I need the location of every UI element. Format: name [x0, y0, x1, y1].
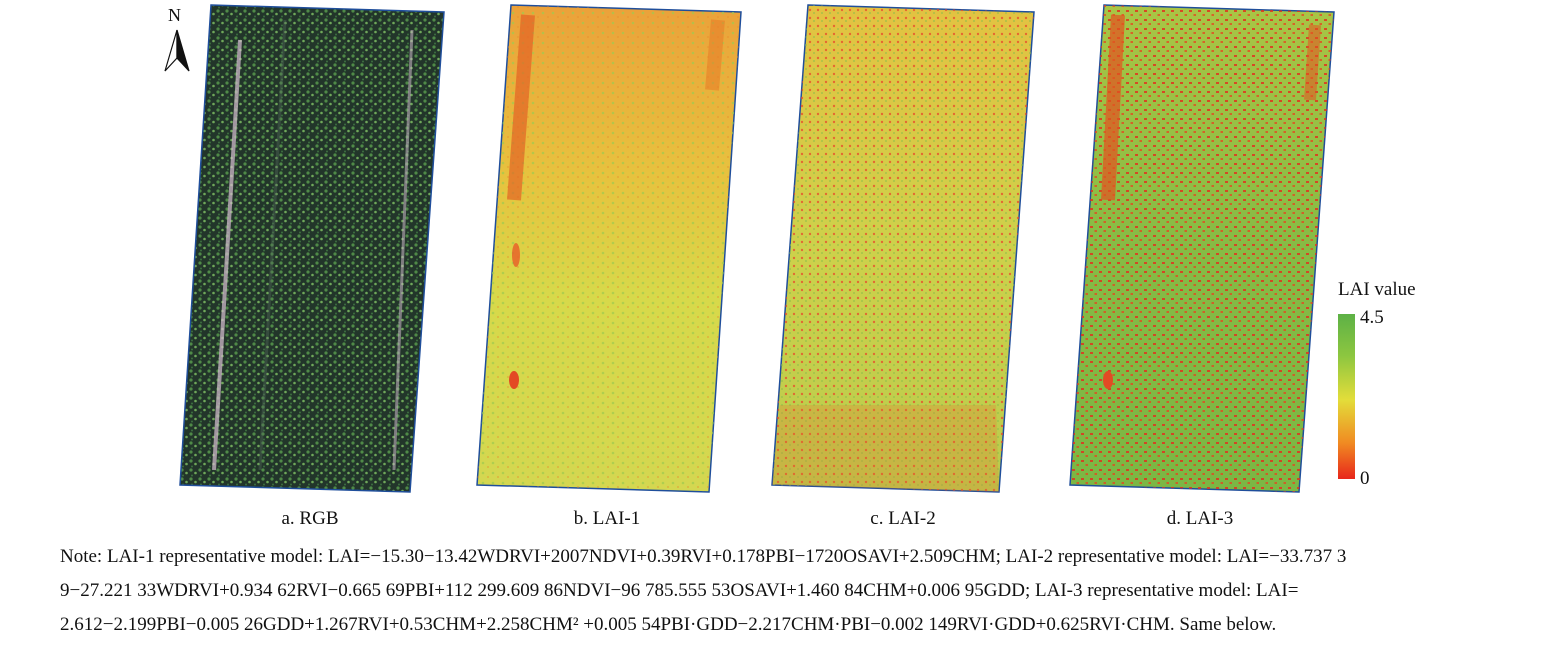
caption-lai2: c. LAI-2 — [870, 508, 936, 529]
north-label: N — [168, 5, 181, 25]
north-arrow-icon — [164, 29, 190, 72]
legend-max-label: 4.5 — [1360, 307, 1384, 328]
map-panels — [164, 4, 1335, 493]
caption-rgb: a. RGB — [281, 508, 339, 529]
panel-lai3-map — [1069, 4, 1335, 493]
figure-note: Note: LAI-1 representative model: LAI=−1… — [60, 540, 1530, 642]
note-line-1: Note: LAI-1 representative model: LAI=−1… — [60, 546, 1347, 567]
panel-rgb-map — [179, 4, 445, 493]
panel-lai2-map — [771, 4, 1035, 493]
note-line-3: 2.612−2.199PBI−0.005 26GDD+1.267RVI+0.53… — [60, 614, 1277, 635]
caption-lai1: b. LAI-1 — [573, 508, 641, 529]
figure: N a. RGB b. LAI-1 c. LAI-2 d. LAI-3 LAI … — [164, 4, 1416, 529]
legend-colorbar — [1338, 314, 1355, 479]
legend-min-label: 0 — [1360, 468, 1370, 489]
note-line-2: 9−27.221 33WDRVI+0.934 62RVI−0.665 69PBI… — [60, 580, 1299, 601]
legend-title: LAI value — [1338, 279, 1416, 300]
caption-lai3: d. LAI-3 — [1166, 508, 1234, 529]
panel-lai1-map — [476, 4, 742, 493]
